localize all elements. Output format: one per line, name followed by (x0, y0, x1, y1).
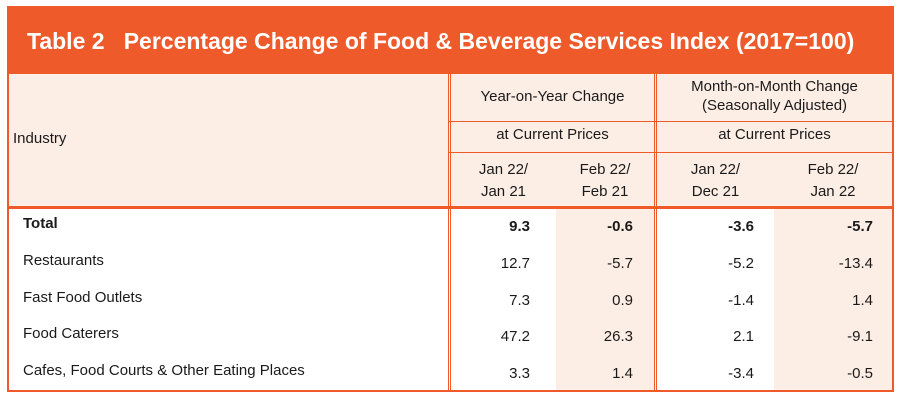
cell-cafes-yoy-jan: 3.3 (509, 365, 530, 382)
cell-fastfood-mom-jan: -1.4 (728, 292, 754, 309)
cell-restaurants-yoy-jan: 12.7 (500, 255, 530, 272)
cell-caterers-yoy-jan: 47.2 (500, 328, 530, 345)
cell-restaurants-yoy-feb: -5.7 (607, 255, 633, 272)
row-label-food-caterers: Food Caterers (23, 325, 119, 342)
cell-restaurants-mom-feb: -13.4 (838, 255, 873, 272)
cell-restaurants-mom-jan: -5.2 (728, 255, 754, 272)
cell-caterers-mom-feb: -9.1 (847, 328, 873, 345)
cell-total-yoy-jan: 9.3 (509, 218, 530, 235)
mom-group-header-line2: (Seasonally Adjusted) (701, 97, 848, 114)
row-label-total: Total (23, 215, 58, 232)
column-divider (654, 74, 655, 390)
cell-caterers-mom-jan: 2.1 (733, 328, 754, 345)
table-title: Table 2 Percentage Change of Food & Beve… (9, 8, 892, 74)
col-shade-mom-feb (774, 209, 892, 390)
column-divider (656, 74, 657, 390)
yoy-group-header: Year-on-Year Change (480, 88, 625, 105)
cell-cafes-mom-feb: -0.5 (847, 365, 873, 382)
col-shade-yoy-feb (556, 209, 654, 390)
column-divider (448, 74, 449, 390)
col-header-yoy-jan-line1: Jan 22/ (478, 161, 529, 178)
industry-header: Industry (13, 130, 67, 147)
mom-prices-label: at Current Prices (718, 126, 831, 143)
cell-fastfood-mom-feb: 1.4 (852, 292, 873, 309)
col-header-yoy-jan-line2: Jan 21 (480, 183, 527, 200)
header-divider (449, 121, 892, 122)
header-divider (449, 152, 892, 153)
row-label-restaurants: Restaurants (23, 252, 104, 269)
row-label-cafes: Cafes, Food Courts & Other Eating Places (23, 362, 305, 379)
col-header-mom-jan-line1: Jan 22/ (690, 161, 741, 178)
col-header-mom-jan-line2: Dec 21 (691, 183, 740, 200)
col-header-yoy-feb-line1: Feb 22/ (579, 161, 631, 178)
cell-cafes-yoy-feb: 1.4 (612, 365, 633, 382)
col-header-mom-feb-line2: Jan 22 (810, 183, 856, 200)
yoy-prices-label: at Current Prices (496, 126, 609, 143)
cell-fastfood-yoy-feb: 0.9 (612, 292, 633, 309)
column-divider (450, 74, 451, 390)
cell-total-yoy-feb: -0.6 (607, 218, 633, 235)
row-label-fast-food: Fast Food Outlets (23, 289, 143, 306)
cell-fastfood-yoy-jan: 7.3 (509, 292, 530, 309)
cell-cafes-mom-jan: -3.4 (728, 365, 754, 382)
col-header-yoy-feb-line2: Feb 21 (581, 183, 629, 200)
mom-group-header-line1: Month-on-Month Change (691, 78, 858, 95)
cell-total-mom-feb: -5.7 (847, 218, 873, 235)
col-header-mom-feb-line1: Feb 22/ (807, 161, 859, 178)
table-frame: Table 2 Percentage Change of Food & Beve… (7, 6, 894, 392)
cell-total-mom-jan: -3.6 (728, 218, 754, 235)
header-bottom-rule (9, 206, 892, 209)
cell-caterers-yoy-feb: 26.3 (603, 328, 633, 345)
